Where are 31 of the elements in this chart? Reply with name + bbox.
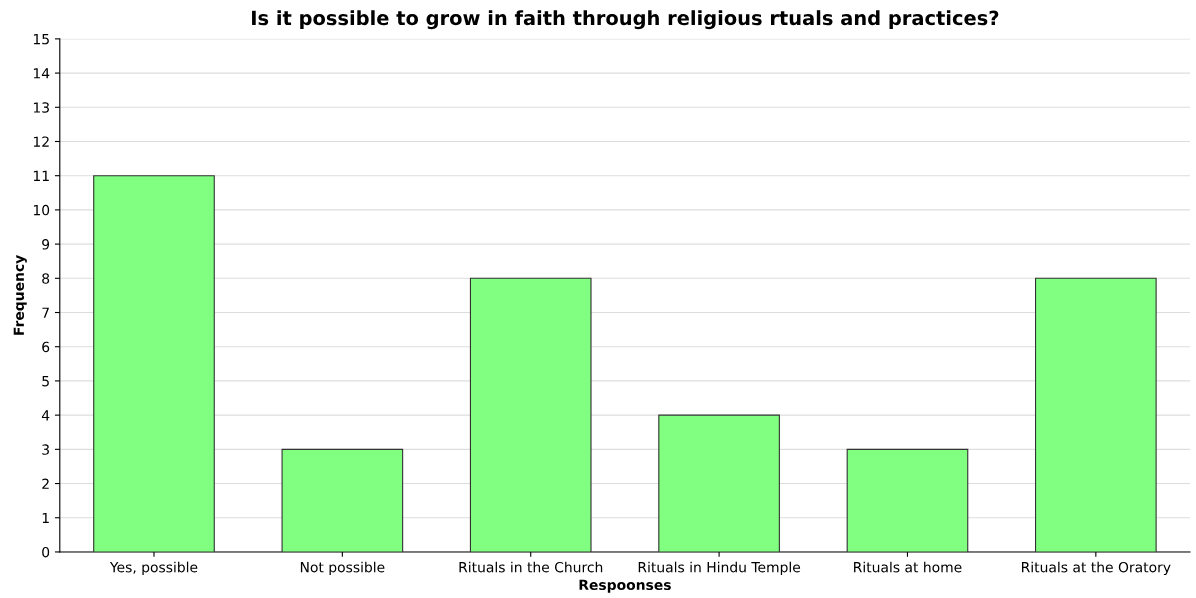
y-tick-label: 7 [42, 307, 49, 318]
y-tick-label: 8 [42, 273, 50, 284]
bar [281, 448, 404, 552]
y-axis-title: Frequency [13, 255, 27, 335]
x-tick-label: Rituals at the Oratory [1022, 561, 1171, 576]
x-axis-title: Respoonses [579, 579, 671, 593]
y-tick-label: 1 [42, 512, 49, 524]
y-tick-label: 12 [33, 136, 49, 147]
y-tick-label: 3 [42, 444, 49, 455]
bar [658, 414, 780, 552]
x-tick-label: Rituals in Hindu Temple [638, 561, 801, 576]
y-tick-label: 2 [42, 478, 49, 489]
bar [93, 175, 215, 552]
y-tick-label: 14 [33, 68, 50, 79]
y-tick-label: 6 [42, 341, 50, 353]
x-tick-label: Not possible [300, 561, 385, 576]
bar [846, 448, 969, 552]
bar [1035, 277, 1157, 552]
y-tick-label: 4 [41, 410, 50, 421]
x-tick-label: Yes, possible [109, 561, 198, 576]
chart-title: Is it possible to grow in faith through religious rtuals and practices? [252, 10, 999, 30]
y-tick-label: 10 [33, 204, 50, 216]
y-tick-label: 11 [33, 170, 49, 181]
y-tick-label: 5 [42, 376, 49, 387]
x-tick-label: Rituals in the Church [459, 561, 603, 573]
y-tick-label: 0 [42, 546, 50, 558]
x-tick-label: Rituals at home [854, 561, 962, 573]
y-tick-label: 13 [33, 102, 49, 113]
y-tick-label: 9 [42, 239, 50, 250]
y-tick-label: 15 [33, 34, 49, 45]
bar [469, 277, 592, 552]
